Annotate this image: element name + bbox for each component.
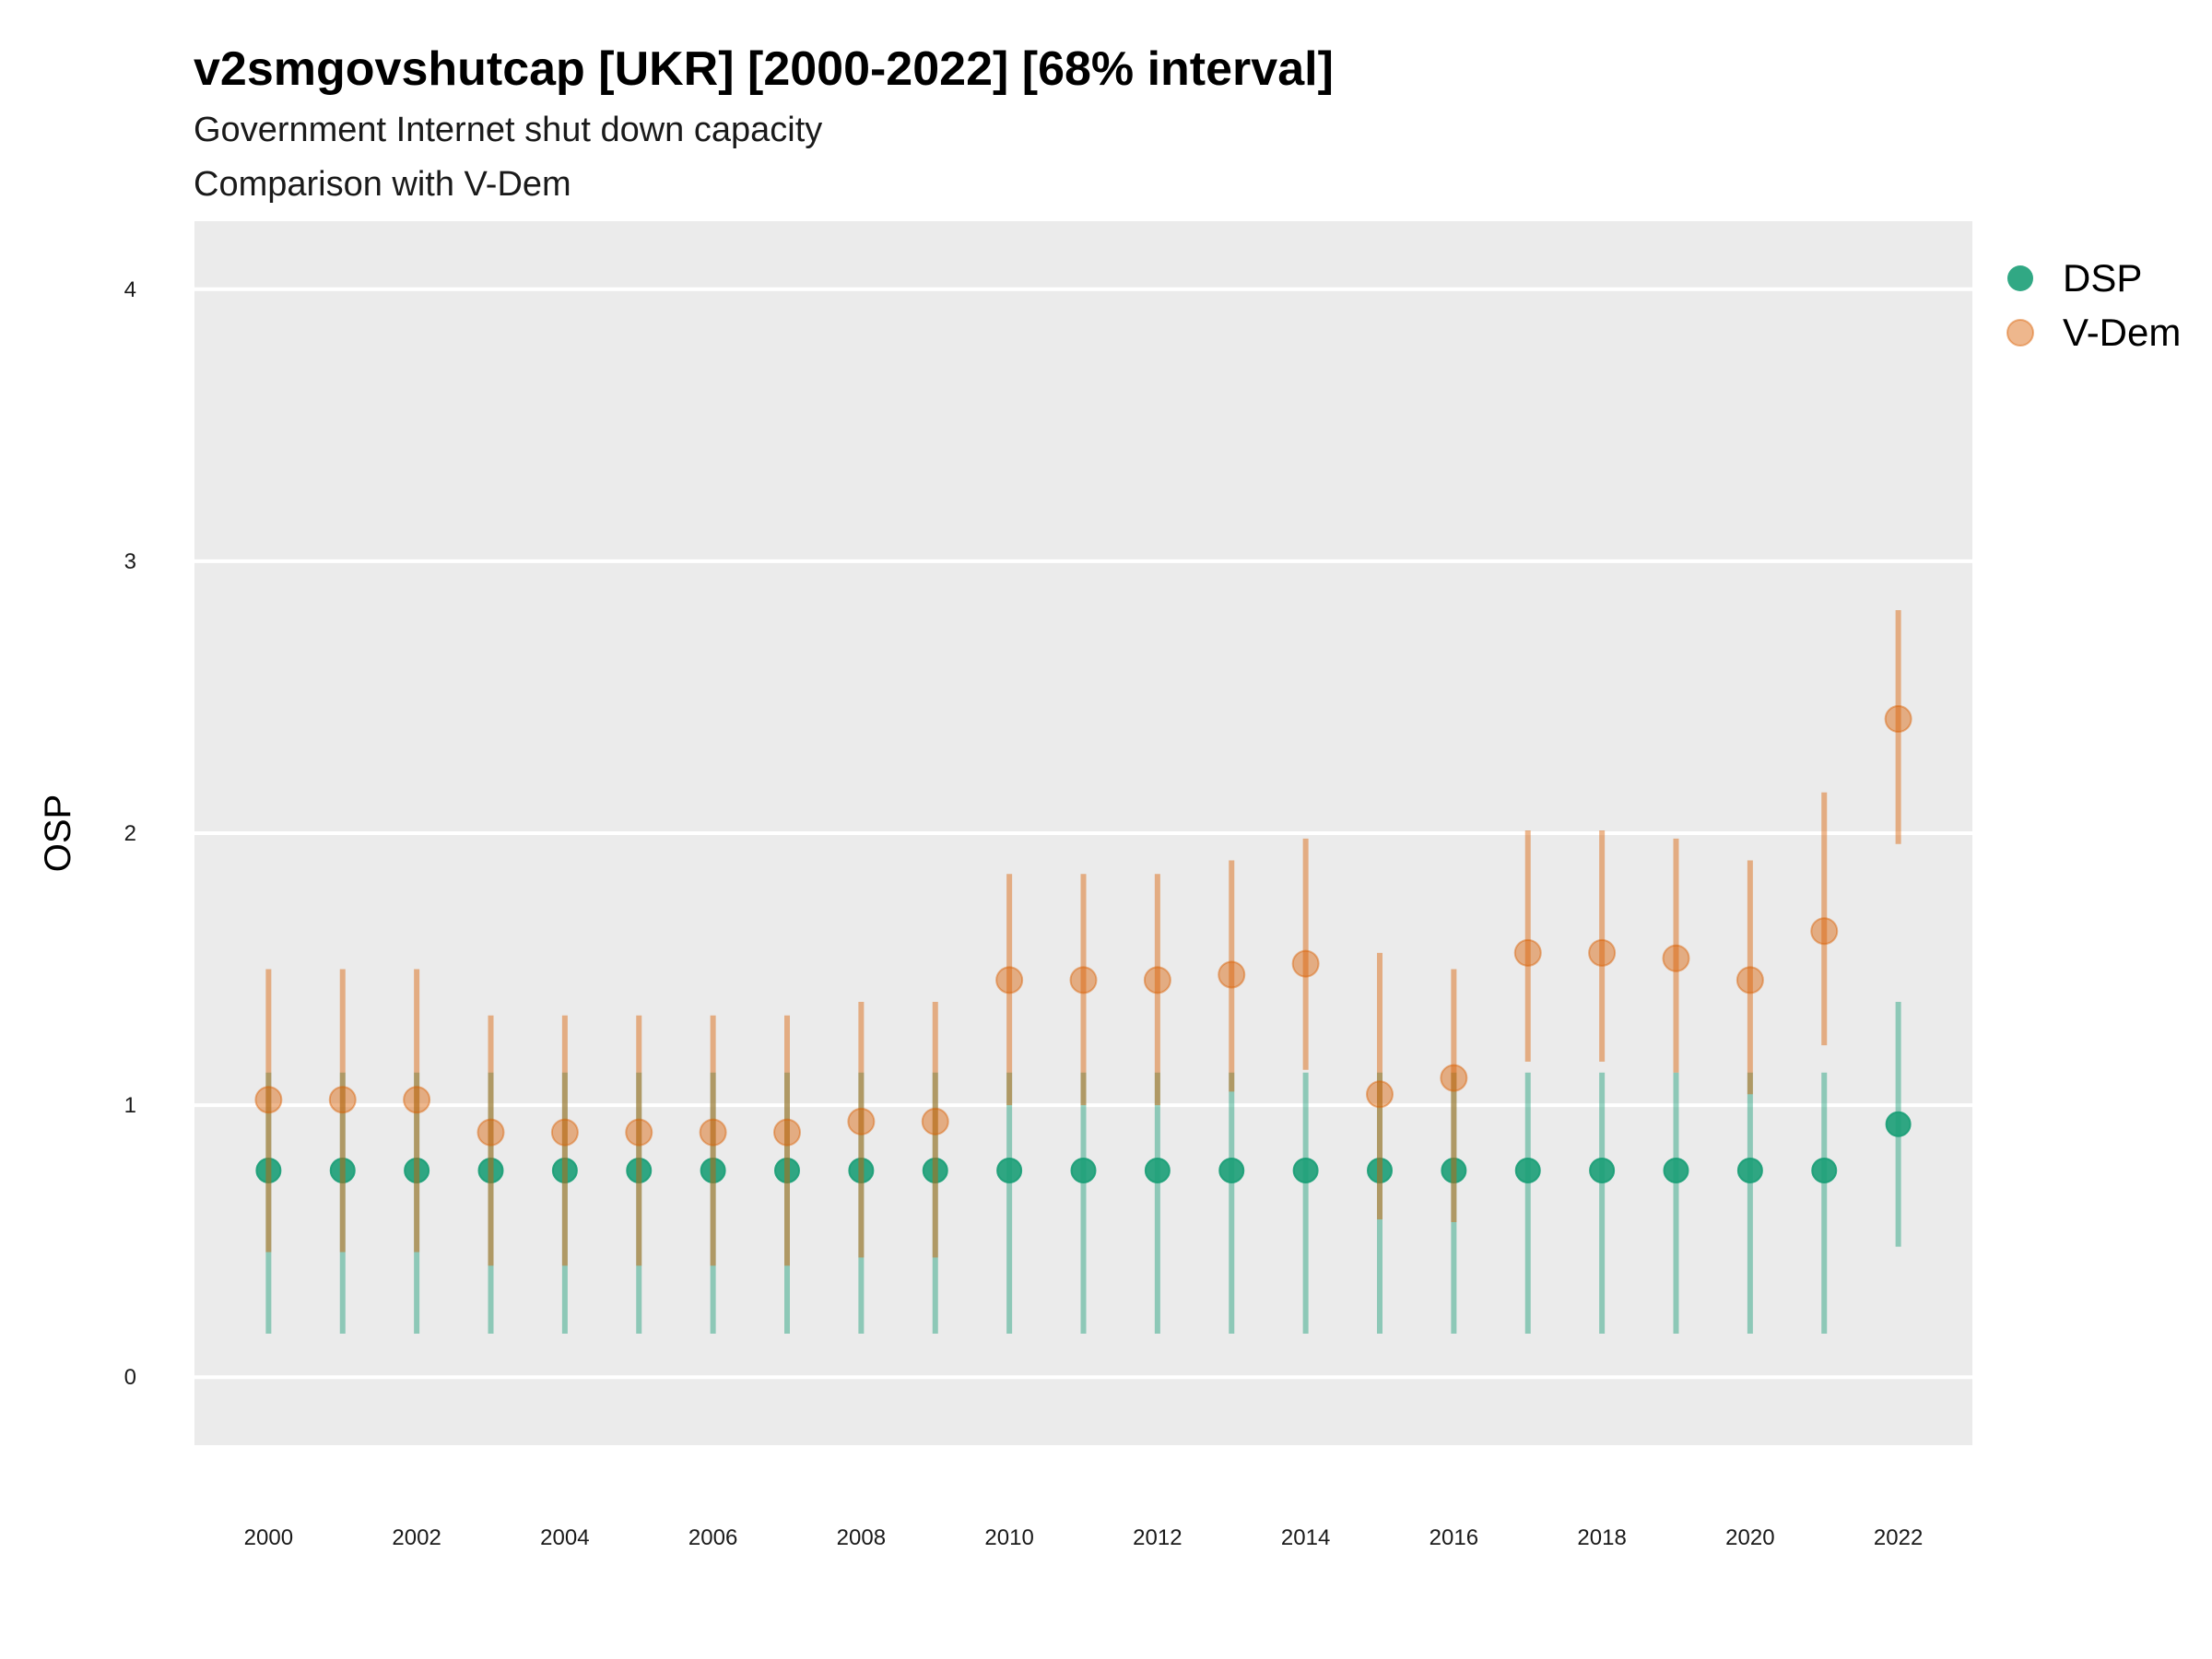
data-point (1588, 938, 1617, 967)
x-tick-label: 2014 (1281, 1525, 1330, 1550)
data-point (404, 1157, 430, 1183)
data-point (995, 966, 1024, 994)
y-tick-label: 2 (124, 821, 136, 846)
data-point (774, 1157, 800, 1183)
y-axis-label: OSP (38, 794, 78, 872)
x-tick-label: 2012 (1133, 1525, 1182, 1550)
data-point (1884, 705, 1912, 734)
data-point (1663, 1157, 1689, 1183)
data-point (1367, 1157, 1393, 1183)
data-point (625, 1118, 653, 1147)
y-tick-label: 0 (124, 1365, 136, 1390)
x-tick-label: 2010 (984, 1525, 1033, 1550)
data-point (700, 1157, 726, 1183)
x-tick-label: 2004 (540, 1525, 589, 1550)
data-point (1662, 944, 1690, 972)
data-point (1441, 1157, 1467, 1183)
x-tick-label: 2018 (1577, 1525, 1626, 1550)
x-tick-label: 2016 (1430, 1525, 1478, 1550)
data-point (1885, 1111, 1912, 1137)
data-point (1735, 966, 1764, 994)
x-tick-label: 2020 (1725, 1525, 1774, 1550)
data-point (1292, 1157, 1319, 1183)
series-v-dem (254, 610, 1912, 1266)
grid-lines (194, 287, 1972, 1380)
chart-subtitle-line-1: Government Internet shut down capacity (194, 111, 822, 149)
data-point (329, 1157, 356, 1183)
x-tick-labels: 2000 2002 2004 2006 2008 2010 2012 2014 2016 2018… (244, 1525, 1924, 1550)
data-point (1144, 1157, 1171, 1183)
x-tick-label: 2000 (244, 1525, 293, 1550)
data-point (1218, 960, 1246, 989)
legend-label-vdem: V-Dem (2063, 311, 2181, 354)
data-point (1514, 1157, 1541, 1183)
series-layer (254, 610, 1912, 1335)
data-point (1810, 917, 1839, 946)
data-point (996, 1157, 1023, 1183)
data-point (1736, 1157, 1763, 1183)
legend-marker-vdem (2006, 319, 2034, 347)
legend: DSP V-Dem (2006, 256, 2181, 354)
data-point (328, 1086, 357, 1114)
y-tick-label: 1 (124, 1093, 136, 1118)
data-point (255, 1157, 282, 1183)
x-tick-label: 2022 (1874, 1525, 1923, 1550)
data-point (922, 1157, 948, 1183)
data-point (1513, 938, 1542, 967)
legend-label-dsp: DSP (2063, 256, 2142, 300)
data-point (626, 1157, 653, 1183)
y-tick-label: 3 (124, 549, 136, 574)
data-point (1291, 949, 1320, 978)
data-point (1069, 966, 1098, 994)
data-point (477, 1118, 505, 1147)
data-point (254, 1086, 283, 1114)
chart-subtitle-line-2: Comparison with V-Dem (194, 165, 571, 204)
data-point (847, 1107, 876, 1135)
data-point (699, 1118, 727, 1147)
data-point (1143, 966, 1171, 994)
data-point (1218, 1157, 1245, 1183)
series-dsp (255, 1001, 1912, 1335)
data-point (1070, 1157, 1097, 1183)
data-point (477, 1157, 504, 1183)
x-tick-label: 2002 (392, 1525, 441, 1550)
data-point (773, 1118, 801, 1147)
x-tick-label: 2006 (688, 1525, 737, 1550)
x-tick-label: 2008 (837, 1525, 886, 1550)
data-point (551, 1157, 578, 1183)
data-point (1366, 1080, 1394, 1109)
data-point (550, 1118, 579, 1147)
data-point (1589, 1157, 1616, 1183)
data-point (848, 1157, 875, 1183)
data-point (403, 1086, 431, 1114)
data-point (1440, 1064, 1468, 1092)
chart-title: v2smgovshutcap [UKR] [2000-2022] [68% in… (194, 42, 1334, 96)
legend-marker-dsp (2007, 265, 2033, 291)
data-point (1811, 1157, 1838, 1183)
y-tick-label: 4 (124, 277, 136, 302)
data-point (921, 1107, 949, 1135)
y-tick-labels: 0 1 2 3 4 (124, 277, 136, 1390)
